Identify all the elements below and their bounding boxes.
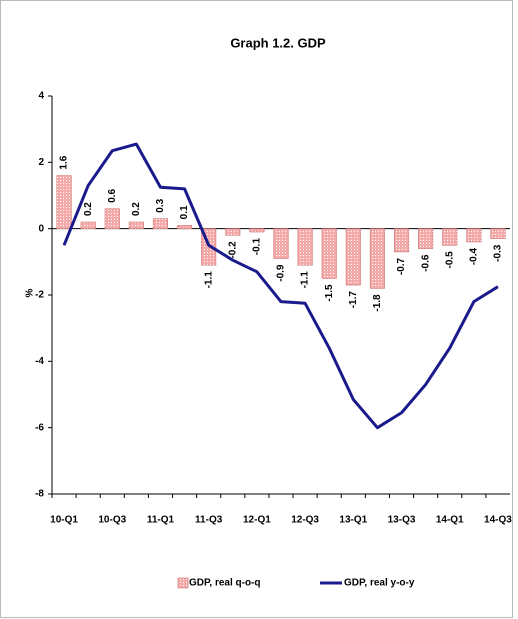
legend-swatch [177, 577, 189, 589]
bar [152, 218, 169, 229]
line [62, 142, 499, 430]
data-label: 0.3 [155, 198, 166, 212]
bar [369, 228, 385, 289]
chart-title: Graph 1.2. GDP [230, 35, 326, 50]
data-label: -0.2 [227, 241, 238, 259]
x-tick-label: 12-Q1 [243, 515, 271, 526]
data-label: -0.7 [396, 257, 407, 275]
data-label: 0.6 [107, 188, 118, 202]
x-tick-label: 12-Q3 [291, 515, 319, 526]
data-label: -0.4 [468, 247, 479, 265]
data-label: 0.1 [179, 205, 190, 219]
data-label: -0.5 [444, 251, 455, 269]
data-label: -1.1 [300, 271, 311, 289]
bar [273, 228, 289, 259]
bar [80, 221, 96, 229]
data-label: -1.1 [203, 271, 214, 289]
bar [177, 225, 193, 229]
x-tick-label: 14-Q1 [436, 515, 464, 526]
bar [466, 228, 482, 243]
y-tick-label: -2 [35, 290, 44, 301]
y-axis-label: % [25, 288, 36, 297]
data-label: -1.7 [348, 291, 359, 309]
y-tick-label: -8 [35, 489, 44, 500]
x-tick-label: 13-Q3 [388, 515, 416, 526]
bar [321, 228, 337, 279]
bar [56, 175, 72, 229]
data-label: -0.1 [252, 238, 263, 256]
bar [345, 228, 361, 286]
y-tick-label: 2 [38, 157, 44, 168]
bar [104, 208, 120, 229]
bar [128, 221, 144, 229]
y-tick-label: -4 [35, 356, 44, 367]
data-label: -0.3 [493, 244, 504, 262]
bar [249, 228, 265, 233]
y-tick-label: 0 [38, 223, 44, 234]
data-label: 0.2 [131, 202, 142, 216]
data-label: 1.6 [59, 155, 70, 169]
x-tick-label: 13-Q1 [339, 515, 367, 526]
legend-label: GDP, real q-o-q [189, 578, 261, 589]
x-tick-label: 10-Q1 [50, 515, 78, 526]
data-label: -0.9 [276, 264, 287, 282]
bar [442, 228, 458, 246]
data-label: 0.2 [83, 202, 94, 216]
data-label: -0.6 [420, 254, 431, 272]
y-tick-label: -6 [35, 422, 44, 433]
legend-label: GDP, real y-o-y [344, 578, 415, 589]
y-tick-label: 4 [38, 91, 44, 102]
x-tick-label: 14-Q3 [484, 515, 512, 526]
bar [490, 228, 506, 239]
x-tick-label: 11-Q1 [147, 515, 175, 526]
bar [297, 228, 313, 266]
bar [225, 228, 241, 236]
data-label: -1.5 [324, 284, 335, 302]
bar [418, 228, 434, 249]
x-tick-label: 10-Q3 [98, 515, 126, 526]
bar [393, 228, 410, 253]
data-label: -1.8 [372, 294, 383, 312]
x-tick-label: 11-Q3 [195, 515, 223, 526]
